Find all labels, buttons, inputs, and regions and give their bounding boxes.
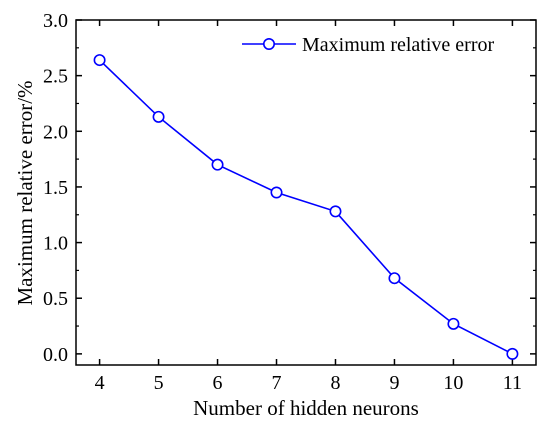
legend-label: Maximum relative error xyxy=(302,34,494,56)
legend-marker xyxy=(262,37,275,50)
y-tick-label: 2.0 xyxy=(43,121,68,143)
legend: Maximum relative error xyxy=(242,34,494,56)
data-point xyxy=(447,317,460,330)
data-point xyxy=(388,272,401,285)
y-axis-title: Maximum relative error/% xyxy=(13,80,37,305)
plot-border xyxy=(75,19,537,366)
x-tick-label: 6 xyxy=(213,372,223,394)
data-point xyxy=(506,347,519,360)
data-point xyxy=(152,110,165,123)
x-tick-label: 4 xyxy=(95,372,105,394)
series-lines xyxy=(99,59,513,355)
x-tick-label: 11 xyxy=(503,372,522,394)
x-tick-label: 5 xyxy=(154,372,164,394)
y-tick-label: 2.5 xyxy=(43,66,68,88)
y-axis-ticks: 0.0 0.5 1.0 1.5 2.0 2.5 3.0 xyxy=(43,10,536,366)
data-point xyxy=(93,54,106,67)
x-tick-label: 9 xyxy=(389,372,399,394)
y-tick-label: 0.0 xyxy=(43,344,68,366)
data-point xyxy=(270,186,283,199)
y-tick-label: 0.5 xyxy=(43,288,68,310)
data-point xyxy=(329,205,342,218)
x-axis-title: Number of hidden neurons xyxy=(193,396,419,420)
x-tick-label: 8 xyxy=(330,372,340,394)
y-tick-label: 1.0 xyxy=(43,233,68,255)
x-tick-label: 10 xyxy=(443,372,463,394)
plot-frame xyxy=(75,19,537,366)
series-points xyxy=(93,54,519,360)
y-tick-label: 3.0 xyxy=(43,10,68,32)
x-tick-label: 7 xyxy=(272,372,282,394)
y-tick-label: 1.5 xyxy=(43,177,68,199)
data-point xyxy=(211,158,224,171)
series-line xyxy=(99,59,513,355)
x-axis-ticks: 4 5 6 7 8 9 10 11 xyxy=(95,20,522,394)
